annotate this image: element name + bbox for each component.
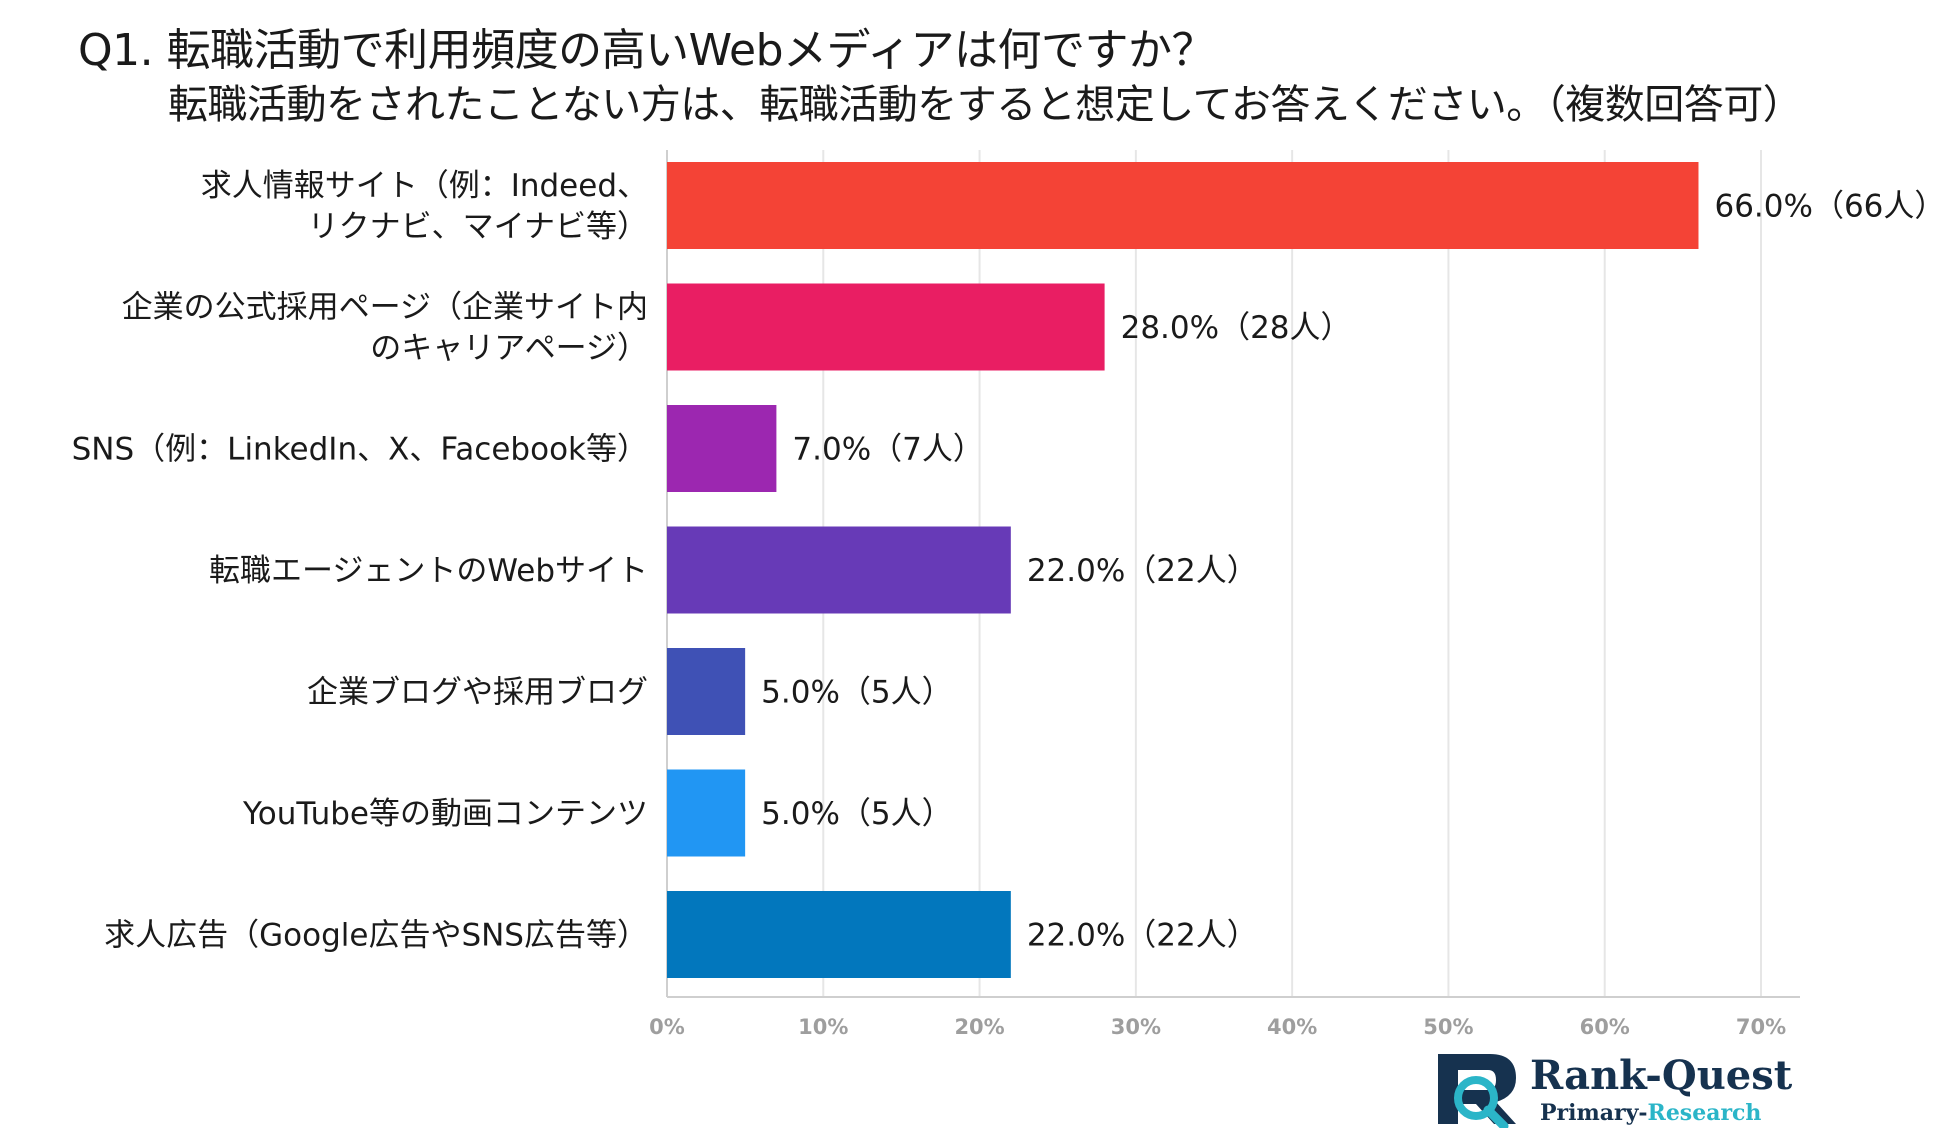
rank-quest-logo-mark (1438, 1054, 1516, 1128)
bar-value-label: 22.0%（22人） (1027, 553, 1258, 589)
category-label: YouTube等の動画コンテンツ (242, 796, 648, 832)
bars (667, 162, 1699, 978)
bar-value-label: 22.0%（22人） (1027, 918, 1258, 954)
value-labels: 66.0%（66人） 28.0%（28人） 7.0%（7人） 22.0%（22人） 5.… (761, 189, 1945, 954)
bar-value-label: 5.0%（5人） (761, 796, 952, 832)
category-labels: 求人情報サイト（例：Indeed、リクナビ、マイナビ等） 企業の公式採用ページ（企… (72, 168, 648, 954)
bar (667, 283, 1105, 371)
category-label: 求人情報サイト（例：Indeed、 (201, 168, 648, 204)
chart-title-line1: Q1. 転職活動で利用頻度の高いWebメディアは何ですか？ (78, 25, 1215, 76)
x-tick-label: 30% (1111, 1015, 1161, 1039)
bar-value-label: 5.0%（5人） (761, 675, 952, 711)
bar-value-label: 28.0%（28人） (1121, 310, 1352, 346)
category-label: リクナビ、マイナビ等） (308, 209, 648, 245)
logo-wordmark-part1: Rank- (1530, 1052, 1662, 1099)
bar (667, 162, 1699, 249)
category-label: 企業の公式採用ページ（企業サイト内 (122, 290, 648, 326)
x-tick-label: 70% (1736, 1015, 1786, 1039)
bar (667, 405, 777, 492)
logo-wordmark: Rank-Quest (1530, 1052, 1792, 1099)
chart-title-line2: 転職活動をされたことない方は、転職活動をすると想定してお答えください。（複数回答… (168, 82, 1803, 128)
logo-subtitle-part2: Research (1647, 1100, 1762, 1126)
bar-value-label: 66.0%（66人） (1714, 189, 1945, 225)
logo-wordmark-part2: Quest (1661, 1052, 1793, 1099)
logo-subtitle-part1: Primary- (1540, 1100, 1648, 1126)
x-axis-ticks: 0% 10% 20% 30% 40% 50% 60% 70% (649, 1015, 1786, 1039)
bar (667, 891, 1011, 978)
x-tick-label: 60% (1580, 1015, 1630, 1039)
bar (667, 526, 1011, 614)
bar (667, 769, 746, 857)
grid-lines (666, 150, 1800, 998)
x-tick-label: 40% (1267, 1015, 1317, 1039)
category-label: SNS（例：LinkedIn、X、Facebook等） (72, 432, 648, 468)
rank-quest-logo: Rank-Quest Primary-Research (1430, 1048, 1810, 1128)
category-label: 企業ブログや採用ブログ (307, 675, 648, 711)
logo-subtitle: Primary-Research (1540, 1100, 1761, 1126)
x-tick-label: 0% (649, 1015, 685, 1039)
bar (667, 648, 746, 735)
x-tick-label: 20% (954, 1015, 1004, 1039)
x-tick-label: 10% (798, 1015, 848, 1039)
x-tick-label: 50% (1423, 1015, 1473, 1039)
category-label: のキャリアページ） (370, 331, 648, 367)
bar-value-label: 7.0%（7人） (792, 432, 983, 468)
category-label: 求人広告（Google広告やSNS広告等） (104, 918, 648, 954)
category-label: 転職エージェントのWebサイト (209, 553, 648, 589)
